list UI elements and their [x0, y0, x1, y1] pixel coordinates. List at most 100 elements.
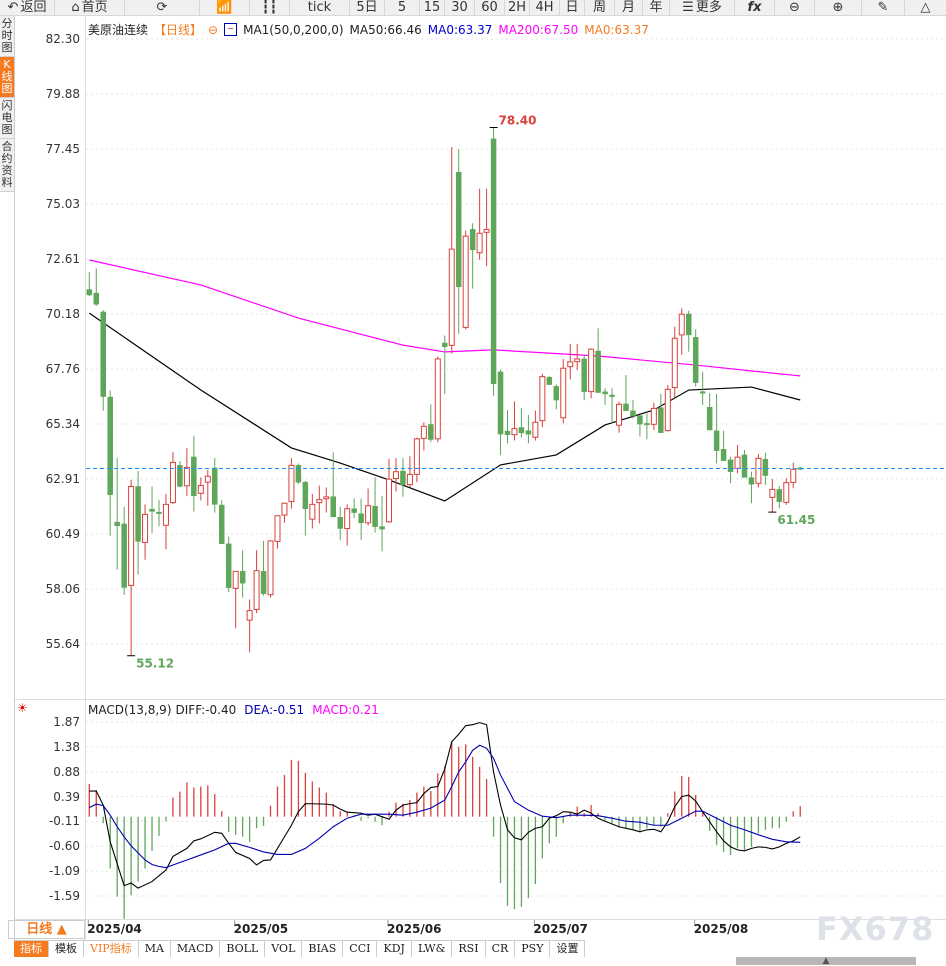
- candle-down: [553, 386, 560, 401]
- candle-up: [392, 471, 399, 480]
- price-tick-label: 65.34: [45, 417, 80, 431]
- candle-up: [567, 361, 574, 368]
- back-button[interactable]: ↶ 返回: [0, 0, 55, 15]
- tab-vol[interactable]: VOL: [265, 941, 303, 957]
- period-day[interactable]: 日: [560, 0, 585, 15]
- toolbar: ↶ 返回 ⌂ 首页 ⟳ 📶 ┇┇ tick 5日 5 15 30 60 2H 4H …: [0, 0, 946, 16]
- zoom-in-button[interactable]: ⊕: [815, 0, 862, 15]
- macd-settings-icon[interactable]: ☀: [17, 701, 28, 715]
- candle-down: [497, 371, 504, 435]
- tab-lwr[interactable]: LW&: [412, 941, 453, 957]
- menu-icon: ☰: [682, 0, 694, 15]
- home-button[interactable]: ⌂ 首页: [55, 0, 125, 15]
- tab-indicator[interactable]: 指标: [14, 941, 49, 957]
- function-button[interactable]: fx: [735, 0, 775, 15]
- candle-down: [644, 423, 650, 426]
- tab-boll[interactable]: BOLL: [220, 941, 266, 957]
- triangle-icon: △: [920, 0, 931, 15]
- macd-tick-label: -1.09: [48, 864, 80, 879]
- tab-settings[interactable]: 设置: [550, 941, 586, 957]
- draw-pen-button[interactable]: ✎: [862, 0, 905, 15]
- candle-down: [218, 504, 225, 544]
- period-5min[interactable]: 5: [385, 0, 420, 15]
- tab-macd[interactable]: MACD: [171, 941, 221, 957]
- indicator-chart-button[interactable]: 📶: [200, 0, 250, 15]
- collapse-panel-button[interactable]: ▲: [736, 957, 916, 966]
- candle-down: [720, 449, 727, 461]
- tab-template[interactable]: 模板: [49, 941, 84, 957]
- candle-up: [734, 456, 741, 469]
- pen-icon: ✎: [877, 0, 889, 15]
- period-5day[interactable]: 5日: [350, 0, 385, 15]
- candle-up: [783, 482, 790, 503]
- candlestick-button[interactable]: ┇┇: [250, 0, 290, 15]
- period-week[interactable]: 周: [585, 0, 615, 15]
- zoom-out-button[interactable]: ⊖: [775, 0, 815, 15]
- sidebar-tab-flash[interactable]: 闪电图: [0, 98, 14, 139]
- candle-up: [413, 438, 420, 475]
- period-30min[interactable]: 30: [445, 0, 475, 15]
- ma0-value-blue: MA0:63.37: [427, 22, 493, 37]
- macd-dea-value: DEA:-0.51: [244, 703, 305, 717]
- sidebar-tab-contract-info[interactable]: 合约资料: [0, 139, 14, 192]
- candle-down: [602, 391, 608, 395]
- macd-tick-label: -1.59: [48, 889, 80, 904]
- more-button[interactable]: ☰ 更多: [670, 0, 735, 15]
- date-axis: 2025/04 2025/05 2025/06 2025/07 2025/08: [86, 920, 946, 940]
- candlestick-icon: ┇┇: [261, 0, 278, 15]
- candle-down: [630, 410, 636, 416]
- chart-indicator-icon: 📶: [216, 0, 233, 15]
- candle-up: [769, 488, 776, 498]
- candle-down: [225, 543, 232, 588]
- macd-tick-label: -0.11: [48, 814, 80, 829]
- macd-diff-value: DIFF:-0.40: [175, 703, 237, 717]
- tab-cci[interactable]: CCI: [343, 941, 378, 957]
- price-tick-label: 72.61: [45, 252, 80, 266]
- candle-down: [86, 289, 93, 296]
- sidebar-tab-timeshare[interactable]: 分时图: [0, 16, 14, 57]
- candle-down: [239, 571, 246, 584]
- period-15min[interactable]: 15: [420, 0, 445, 15]
- candle-up: [462, 235, 469, 328]
- candle-down: [302, 481, 309, 509]
- zoom-in-icon: ⊕: [832, 0, 844, 15]
- collapse-legend-icon[interactable]: ⊖: [208, 22, 219, 37]
- ma50-line: [88, 312, 801, 502]
- candle-up: [197, 485, 204, 494]
- period-4h[interactable]: 4H: [530, 0, 560, 15]
- candle-up: [288, 464, 295, 502]
- candle-up: [483, 228, 490, 233]
- date-label: 2025/05: [233, 922, 289, 936]
- candle-down: [455, 171, 462, 288]
- period-month[interactable]: 月: [615, 0, 643, 15]
- period-2h[interactable]: 2H: [505, 0, 530, 15]
- tab-ma[interactable]: MA: [139, 941, 171, 957]
- triangle-tool-button[interactable]: △: [905, 0, 946, 15]
- tab-rsi[interactable]: RSI: [452, 941, 486, 957]
- candle-down: [762, 458, 769, 476]
- candle-up: [588, 348, 595, 393]
- sidebar-tab-kline[interactable]: K线图: [0, 57, 14, 98]
- price-tick-label: 75.03: [45, 197, 80, 211]
- candle-down: [581, 358, 587, 392]
- tab-cr[interactable]: CR: [486, 941, 516, 957]
- candle-down: [727, 459, 734, 472]
- ma-settings-icon[interactable]: ~: [224, 23, 238, 36]
- period-60min[interactable]: 60: [475, 0, 505, 15]
- tab-psy[interactable]: PSY: [515, 941, 551, 957]
- candle-down: [469, 229, 476, 251]
- refresh-button[interactable]: ⟳: [125, 0, 200, 15]
- candle-up: [142, 513, 149, 544]
- ma0-value-orange: MA0:63.37: [584, 22, 649, 37]
- candle-down: [149, 508, 155, 512]
- tab-bias[interactable]: BIAS: [302, 941, 344, 957]
- tab-kdj[interactable]: KDJ: [377, 941, 412, 957]
- tab-vip-indicator[interactable]: VIP指标: [84, 941, 139, 957]
- date-label: 2025/06: [387, 922, 442, 936]
- period-selector[interactable]: 日线 ▲: [8, 920, 85, 939]
- period-tick[interactable]: tick: [290, 0, 350, 15]
- candle-up: [406, 473, 413, 486]
- period-year[interactable]: 年: [643, 0, 670, 15]
- candle-down: [748, 477, 755, 485]
